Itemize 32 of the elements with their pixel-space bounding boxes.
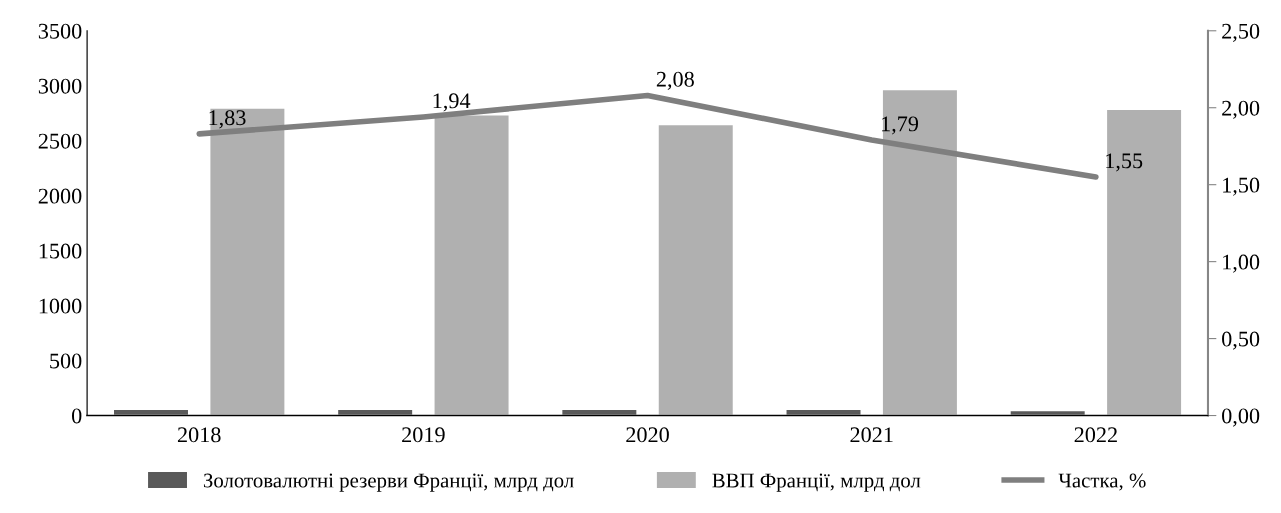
x-tick-label: 2022 — [1074, 427, 1117, 443]
y-tick-label: 1500 — [39, 243, 82, 259]
bar — [210, 108, 285, 416]
y-tick-label: 1000 — [39, 298, 82, 314]
y2-tick-label: 1,00 — [1223, 254, 1260, 273]
x-tick-label: 2018 — [177, 427, 221, 443]
legend-label: ВВП Франції, млрд дол — [712, 473, 921, 492]
y-tick-label: 0 — [71, 408, 82, 424]
y-tick-label: 2500 — [38, 133, 82, 149]
bar — [1107, 109, 1182, 416]
y-tick-label: 3500 — [38, 23, 82, 39]
legend-label: Частка, % — [1058, 473, 1146, 491]
y-tick-label: 3000 — [38, 78, 82, 94]
x-tick-label: 2020 — [626, 427, 669, 443]
y-tick-label: 2000 — [38, 188, 82, 204]
legend-label: Золотовалютні резерви Франції, млрд дол — [203, 473, 574, 492]
y2-tick-label: 2,50 — [1222, 23, 1260, 42]
data-label: 1,79 — [882, 116, 919, 135]
data-label: 1,83 — [209, 110, 246, 129]
y2-tick-label: 0,00 — [1222, 408, 1260, 427]
data-label: 2,08 — [656, 71, 694, 90]
bar — [658, 125, 733, 416]
x-tick-label: 2019 — [402, 427, 445, 443]
bar — [434, 115, 509, 416]
y-tick-label: 500 — [50, 353, 82, 369]
bar — [882, 90, 957, 416]
y2-tick-label: 2,00 — [1222, 100, 1260, 119]
x-tick-label: 2021 — [850, 427, 893, 443]
y2-tick-label: 1,50 — [1223, 177, 1260, 196]
data-label: 1,55 — [1106, 153, 1143, 172]
data-label: 1,94 — [433, 93, 471, 112]
y2-tick-label: 0,50 — [1222, 331, 1260, 350]
